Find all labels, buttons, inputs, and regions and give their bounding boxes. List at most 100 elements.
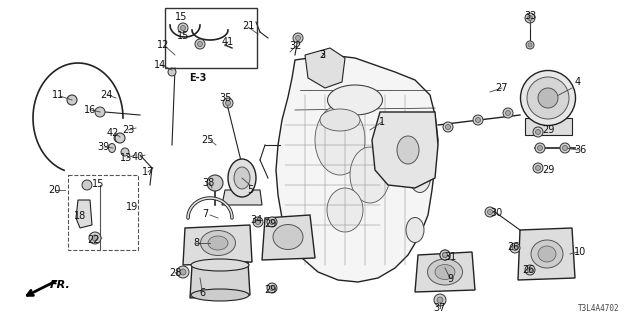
Text: 4: 4	[575, 77, 581, 87]
Circle shape	[506, 110, 511, 116]
Circle shape	[296, 36, 301, 41]
Circle shape	[440, 250, 450, 260]
Circle shape	[82, 180, 92, 190]
Ellipse shape	[109, 143, 115, 153]
Circle shape	[434, 294, 446, 306]
Text: 41: 41	[222, 37, 234, 47]
Text: 39: 39	[97, 142, 109, 152]
Text: E-3: E-3	[189, 73, 207, 83]
Text: 29: 29	[264, 285, 276, 295]
Text: 31: 31	[444, 252, 456, 262]
Polygon shape	[76, 200, 92, 228]
Circle shape	[473, 115, 483, 125]
Polygon shape	[183, 225, 252, 265]
Circle shape	[525, 13, 535, 23]
Text: 26: 26	[507, 242, 519, 252]
Circle shape	[269, 220, 275, 225]
Circle shape	[89, 232, 101, 244]
Circle shape	[442, 252, 447, 258]
Circle shape	[527, 15, 532, 20]
Circle shape	[267, 283, 277, 293]
Polygon shape	[262, 215, 315, 260]
Polygon shape	[525, 118, 572, 135]
Circle shape	[269, 285, 275, 291]
Circle shape	[536, 165, 541, 171]
Text: 38: 38	[202, 178, 214, 188]
Text: 11: 11	[52, 90, 64, 100]
Circle shape	[253, 217, 263, 227]
Ellipse shape	[428, 259, 463, 285]
Circle shape	[115, 133, 125, 143]
Text: FR.: FR.	[50, 280, 71, 290]
Circle shape	[563, 146, 568, 150]
Circle shape	[92, 235, 98, 241]
Text: 2: 2	[319, 50, 325, 60]
Polygon shape	[190, 262, 250, 298]
Text: 37: 37	[434, 303, 446, 313]
Ellipse shape	[328, 85, 383, 115]
Circle shape	[267, 217, 277, 227]
Ellipse shape	[191, 289, 249, 301]
Text: 8: 8	[193, 238, 199, 248]
Text: 14: 14	[154, 60, 166, 70]
Text: 13: 13	[120, 153, 132, 163]
Circle shape	[67, 95, 77, 105]
Text: 42: 42	[107, 128, 119, 138]
Text: 10: 10	[574, 247, 586, 257]
Ellipse shape	[406, 218, 424, 243]
Ellipse shape	[327, 188, 363, 232]
Circle shape	[526, 41, 534, 49]
Circle shape	[560, 143, 570, 153]
Text: 21: 21	[242, 21, 254, 31]
Text: 9: 9	[447, 274, 453, 284]
Text: 28: 28	[169, 268, 181, 278]
Polygon shape	[276, 55, 438, 282]
Text: 12: 12	[157, 40, 169, 50]
Circle shape	[485, 207, 495, 217]
Circle shape	[178, 23, 188, 33]
Ellipse shape	[538, 246, 556, 262]
Circle shape	[536, 130, 541, 134]
Circle shape	[445, 124, 451, 130]
Ellipse shape	[531, 240, 563, 268]
Ellipse shape	[228, 159, 256, 197]
Circle shape	[538, 146, 543, 150]
Circle shape	[533, 163, 543, 173]
Circle shape	[293, 33, 303, 43]
Circle shape	[180, 26, 186, 30]
Circle shape	[528, 43, 532, 47]
Circle shape	[443, 122, 453, 132]
Text: 36: 36	[574, 145, 586, 155]
Text: 30: 30	[490, 208, 502, 218]
Circle shape	[198, 42, 202, 46]
Circle shape	[207, 175, 223, 191]
Ellipse shape	[315, 105, 365, 175]
Text: 16: 16	[84, 105, 96, 115]
Polygon shape	[222, 190, 262, 205]
Circle shape	[225, 100, 230, 106]
Text: 17: 17	[142, 167, 154, 177]
Text: 20: 20	[48, 185, 60, 195]
Circle shape	[503, 108, 513, 118]
Text: 3: 3	[319, 50, 325, 60]
Circle shape	[527, 268, 532, 273]
Text: 35: 35	[220, 93, 232, 103]
Circle shape	[223, 98, 233, 108]
Text: 26: 26	[522, 265, 534, 275]
Circle shape	[513, 245, 518, 251]
Ellipse shape	[191, 259, 249, 271]
Ellipse shape	[200, 230, 236, 255]
Text: 27: 27	[496, 83, 508, 93]
Text: 29: 29	[542, 125, 554, 135]
Text: 18: 18	[74, 211, 86, 221]
Ellipse shape	[538, 88, 558, 108]
Polygon shape	[518, 228, 575, 280]
Ellipse shape	[409, 157, 431, 193]
Text: 33: 33	[524, 11, 536, 21]
Circle shape	[95, 107, 105, 117]
Text: 29: 29	[264, 219, 276, 229]
Text: 7: 7	[202, 209, 208, 219]
Circle shape	[437, 297, 443, 303]
Circle shape	[535, 143, 545, 153]
Circle shape	[195, 39, 205, 49]
